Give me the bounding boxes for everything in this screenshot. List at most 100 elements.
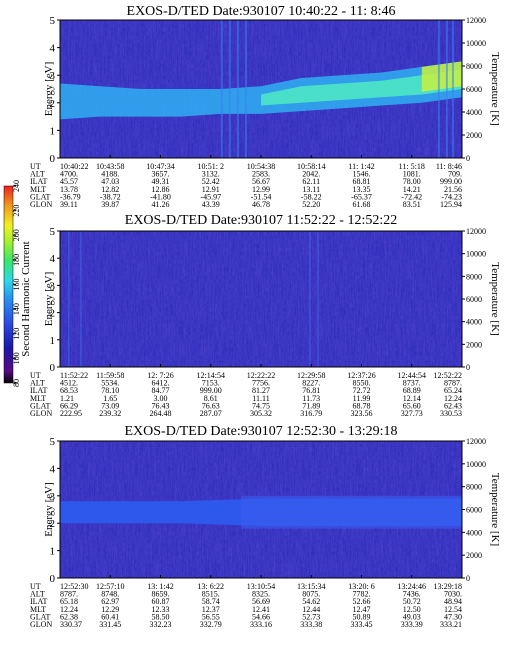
ephemeris-value: 323.56 xyxy=(351,409,373,418)
ephemeris-value: 11.99 xyxy=(353,394,371,403)
ephemeris-value: 12.54 xyxy=(444,605,462,614)
ephemeris-value: 332.23 xyxy=(150,620,172,629)
y-tick-label: 5 xyxy=(50,15,56,27)
ephemeris-row-label: ILAT xyxy=(30,177,47,186)
y-tick-label: 0 xyxy=(50,573,56,585)
ephemeris-value: 8659. xyxy=(152,590,170,599)
ephemeris-value: 10:58:14 xyxy=(297,162,325,171)
panel-title: EXOS-D/TED Date:930107 12:52:30 - 13:29:… xyxy=(125,424,398,439)
ephemeris-value: 52.20 xyxy=(302,200,320,209)
y2-tick-label: 10000 xyxy=(466,250,486,259)
ephemeris-value: 12:57:10 xyxy=(96,582,124,591)
ephemeris-value: 3132. xyxy=(202,170,220,179)
y2-tick-label: 10000 xyxy=(466,39,486,48)
y-tick-label: 2 xyxy=(50,518,56,530)
panel-1: EXOS-D/TED Date:930107 10:40:22 - 11: 8:… xyxy=(30,4,501,209)
ephemeris-value: 49.03 xyxy=(403,612,421,621)
ephemeris-value: 41.26 xyxy=(152,200,170,209)
ephemeris-value: 331.45 xyxy=(99,620,121,629)
ephemeris-value: 11: 8:46 xyxy=(436,162,462,171)
ephemeris-row-label: UT xyxy=(30,582,41,591)
ephemeris-value: 62.97 xyxy=(101,597,119,606)
ephemeris-value: 12: 7:26 xyxy=(147,371,173,380)
ephemeris-value: 12:52:30 xyxy=(60,582,88,591)
ephemeris-value: 10:54:38 xyxy=(247,162,275,171)
ephemeris-value: 56.67 xyxy=(252,177,270,186)
y2-tick-label: 4000 xyxy=(466,528,482,537)
y2-tick-label: 6000 xyxy=(466,506,482,515)
ephemeris-value: 709. xyxy=(448,170,462,179)
y-tick-label: 1 xyxy=(50,335,56,347)
ephemeris-value: 3657. xyxy=(152,170,170,179)
ephemeris-value: 12.99 xyxy=(252,185,270,194)
ephemeris-value: 999.00 xyxy=(440,177,462,186)
y-tick-label: 3 xyxy=(50,280,56,292)
ephemeris-row-label: MLT xyxy=(30,185,46,194)
ephemeris-value: 13:15:34 xyxy=(297,582,325,591)
ephemeris-value: 6412. xyxy=(152,379,170,388)
ephemeris-table: UT 10:40:22 10:43:58 10:47:34 10:51: 2 10:54:… xyxy=(30,162,462,209)
ephemeris-value: -36.79 xyxy=(60,192,81,201)
ephemeris-value: 78.10 xyxy=(101,386,119,395)
ephemeris-row-label: ALT xyxy=(30,170,45,179)
y2-axis-label: Temperature [K] xyxy=(489,52,501,125)
ephemeris-value: -38.72 xyxy=(100,192,121,201)
ephemeris-row-label: ILAT xyxy=(30,386,47,395)
ephemeris-value: 12.37 xyxy=(202,605,220,614)
ephemeris-value: 65.18 xyxy=(60,597,78,606)
colorbar-label: Second Harmonic Current xyxy=(20,241,32,356)
ephemeris-value: 13:10:54 xyxy=(247,582,275,591)
ephemeris-row-label: UT xyxy=(30,162,41,171)
ephemeris-value: 12.50 xyxy=(403,605,421,614)
ephemeris-value: 52.42 xyxy=(202,177,220,186)
y-tick-label: 4 xyxy=(50,43,56,55)
ephemeris-row-label: GLON xyxy=(30,409,52,418)
ephemeris-value: 10:47:34 xyxy=(146,162,174,171)
ephemeris-value: -65.37 xyxy=(351,192,372,201)
ephemeris-value: 332.79 xyxy=(200,620,222,629)
emission-band-core xyxy=(261,69,462,106)
ephemeris-value: 83.51 xyxy=(403,200,421,209)
emission-band xyxy=(60,61,462,120)
ephemeris-value: 8325. xyxy=(252,590,270,599)
ephemeris-value: 12.41 xyxy=(252,605,270,614)
ephemeris-value: 8550. xyxy=(353,379,371,388)
ephemeris-value: 7756. xyxy=(252,379,270,388)
ephemeris-value: 12.86 xyxy=(152,185,170,194)
ephemeris-value: 330.37 xyxy=(60,620,82,629)
ephemeris-value: 7782. xyxy=(353,590,371,599)
ephemeris-value: 8787. xyxy=(444,379,462,388)
y-tick-label: 0 xyxy=(50,362,56,374)
ephemeris-value: 68.53 xyxy=(60,386,78,395)
ephemeris-value: 125.94 xyxy=(440,200,462,209)
ephemeris-value: -58.22 xyxy=(301,192,322,201)
ephemeris-value: 8748. xyxy=(101,590,119,599)
ephemeris-value: 305.32 xyxy=(250,409,272,418)
ephemeris-value: 12.91 xyxy=(202,185,220,194)
vertical-streak xyxy=(437,20,440,158)
ephemeris-value: 47.03 xyxy=(101,177,119,186)
ephemeris-value: 50.89 xyxy=(353,612,371,621)
ephemeris-value: 39.87 xyxy=(101,200,119,209)
vertical-streak xyxy=(68,231,70,367)
y-axis-label: Energy [eV] xyxy=(43,482,55,536)
y2-tick-label: 4000 xyxy=(466,108,482,117)
y2-tick-label: 8000 xyxy=(466,62,482,71)
y2-tick-label: 12000 xyxy=(466,16,486,25)
y-tick-label: 0 xyxy=(50,153,56,165)
vertical-streak xyxy=(220,20,223,158)
ephemeris-value: 39.11 xyxy=(60,200,78,209)
y2-tick-label: 0 xyxy=(466,363,470,372)
ephemeris-value: 999.00 xyxy=(200,386,222,395)
colorbar-tick-label: 180 xyxy=(12,254,21,266)
y-tick-label: 5 xyxy=(50,436,56,448)
ephemeris-value: 12.29 xyxy=(101,605,119,614)
ephemeris-value: 56.55 xyxy=(202,612,220,621)
ephemeris-row-label: MLT xyxy=(30,605,46,614)
ephemeris-value: 11:59:58 xyxy=(96,371,124,380)
ephemeris-value: 13:29:18 xyxy=(434,582,462,591)
ephemeris-table: UT 11:52:22 11:59:58 12: 7:26 12:14:54 12:22:… xyxy=(30,371,462,418)
ephemeris-value: 333.16 xyxy=(250,620,272,629)
colorbar-tick-label: 200 xyxy=(12,229,21,241)
ephemeris-value: 71.89 xyxy=(302,401,320,410)
